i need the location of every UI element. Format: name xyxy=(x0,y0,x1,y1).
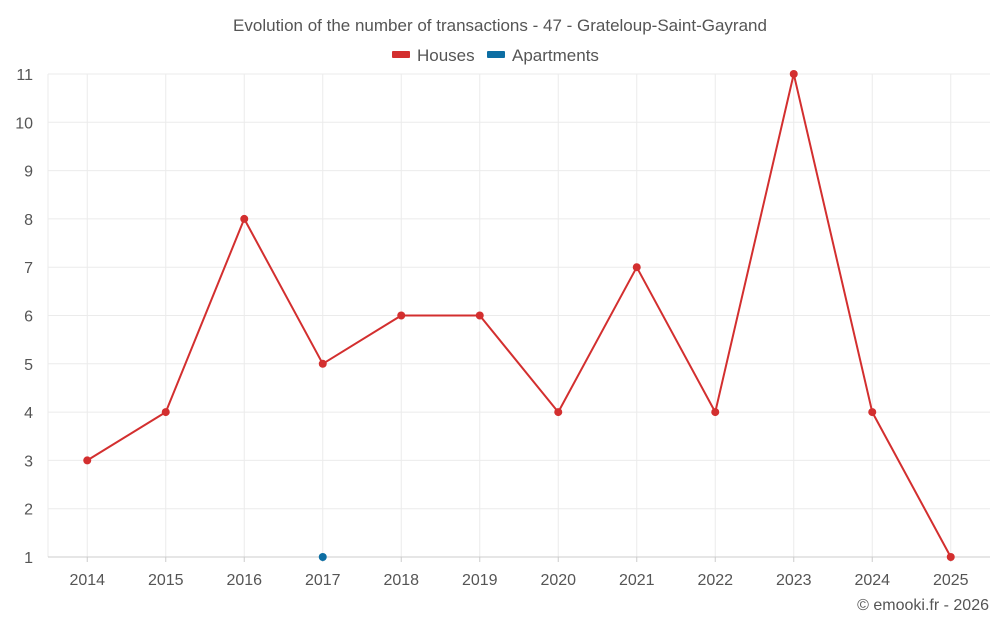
chart-title: Evolution of the number of transactions … xyxy=(233,16,767,35)
x-tick-label-2019: 2019 xyxy=(462,572,498,589)
legend-item-apartments[interactable]: Apartments xyxy=(487,46,599,65)
y-tick-label-1: 1 xyxy=(24,550,33,567)
legend-swatch-houses xyxy=(392,51,410,58)
x-tick-label-2020: 2020 xyxy=(540,572,576,589)
data-point-houses-2023 xyxy=(789,70,798,78)
data-point-houses-2025 xyxy=(946,553,955,561)
data-point-houses-2019 xyxy=(475,311,484,320)
x-tick-label-2016: 2016 xyxy=(226,572,262,589)
data-point-houses-2024 xyxy=(868,408,877,417)
legend-label-houses: Houses xyxy=(417,46,475,65)
data-point-houses-2016 xyxy=(240,214,249,223)
y-tick-label-5: 5 xyxy=(24,357,33,374)
y-tick-label-9: 9 xyxy=(24,164,33,181)
legend: Houses Apartments xyxy=(392,46,599,65)
legend-swatch-apartments xyxy=(487,51,505,58)
x-tick-label-2014: 2014 xyxy=(69,572,105,589)
data-point-apartments-2017 xyxy=(318,553,327,561)
x-tick-label-2021: 2021 xyxy=(619,572,655,589)
series-houses xyxy=(83,70,955,561)
grid xyxy=(47,73,990,557)
data-point-houses-2022 xyxy=(711,408,720,417)
x-tick-label-2023: 2023 xyxy=(776,572,812,589)
x-tick-label-2018: 2018 xyxy=(383,572,419,589)
data-point-houses-2017 xyxy=(318,359,327,368)
data-point-houses-2014 xyxy=(83,456,92,465)
x-tick-label-2015: 2015 xyxy=(148,572,184,589)
data-point-houses-2018 xyxy=(397,311,406,320)
y-tick-label-6: 6 xyxy=(24,309,33,326)
series-line-houses xyxy=(86,73,952,558)
axes: 1 2 3 4 5 6 7 8 9 10 11 2014 2015 2016 2017 2018 2019 202… xyxy=(15,67,990,589)
data-point-houses-2015 xyxy=(161,408,170,417)
series xyxy=(83,70,955,561)
legend-label-apartments: Apartments xyxy=(512,46,599,65)
data-point-houses-2021 xyxy=(632,263,641,272)
x-tick-label-2025: 2025 xyxy=(933,572,969,589)
y-tick-label-7: 7 xyxy=(24,260,33,277)
y-tick-label-8: 8 xyxy=(24,212,33,229)
y-tick-label-3: 3 xyxy=(24,453,33,470)
credit-text: © emooki.fr - 2026 xyxy=(857,597,989,614)
x-tick-label-2017: 2017 xyxy=(305,572,341,589)
x-tick-label-2024: 2024 xyxy=(854,572,890,589)
legend-item-houses[interactable]: Houses xyxy=(392,46,475,65)
y-tick-label-2: 2 xyxy=(24,502,33,519)
series-apartments xyxy=(318,553,327,561)
y-tick-label-4: 4 xyxy=(24,405,33,422)
x-tick-label-2022: 2022 xyxy=(697,572,733,589)
y-tick-label-11: 11 xyxy=(16,67,33,84)
data-point-houses-2020 xyxy=(554,408,563,417)
y-tick-label-10: 10 xyxy=(15,115,33,132)
